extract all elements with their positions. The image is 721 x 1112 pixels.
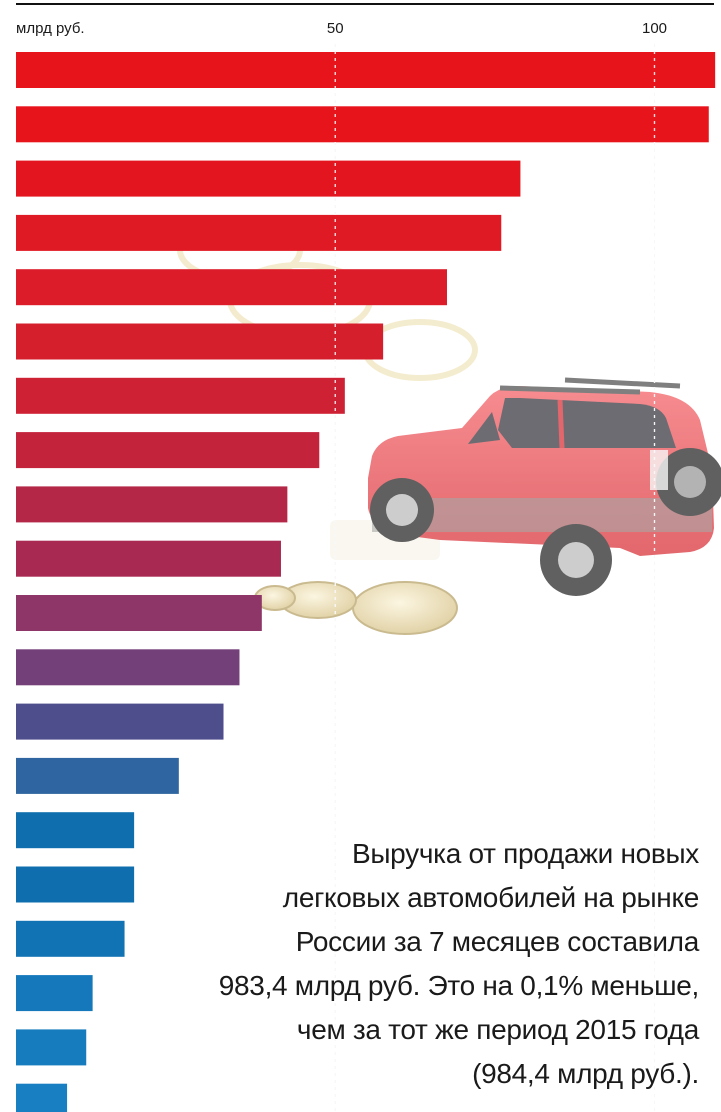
caption-line: 983,4 млрд руб. Это на 0,1% меньше, — [218, 970, 700, 1001]
bar — [16, 160, 521, 197]
caption-line: (984,4 млрд руб.). — [472, 1058, 699, 1089]
bar — [16, 1083, 68, 1112]
bar — [16, 323, 384, 360]
bar — [16, 866, 135, 903]
coin-decor — [254, 581, 458, 635]
caption: Выручка от продажи новых легковых автомо… — [99, 832, 700, 1096]
gridlines-overlay — [334, 44, 656, 1112]
bar — [16, 595, 262, 631]
bar — [16, 920, 125, 957]
bar — [16, 106, 709, 143]
caption-line: легковых автомобилей на рынке — [282, 882, 700, 913]
x-tick-label: 50 — [327, 20, 344, 37]
bar — [16, 975, 93, 1012]
bar — [16, 540, 281, 577]
bar — [16, 649, 240, 686]
bars — [16, 52, 716, 1112]
x-tick-labels: 50 100 — [327, 20, 667, 37]
bar — [16, 812, 135, 849]
background-illustration — [177, 217, 721, 635]
caption-line: России за 7 месяцев составила — [295, 926, 700, 957]
bar — [16, 269, 447, 306]
bar — [16, 486, 288, 523]
x-tick-label: 100 — [642, 20, 667, 37]
bar — [16, 703, 224, 740]
bar — [16, 1029, 87, 1066]
caption-line: Выручка от продажи новых — [351, 838, 699, 869]
red-suv-image — [368, 377, 721, 596]
bar — [16, 757, 179, 794]
bar — [16, 377, 345, 414]
unit-label: млрд руб. — [16, 20, 85, 37]
bar — [16, 214, 502, 251]
caption-line: чем за тот же период 2015 года — [296, 1014, 699, 1045]
bar — [16, 52, 716, 88]
bar — [16, 432, 320, 469]
